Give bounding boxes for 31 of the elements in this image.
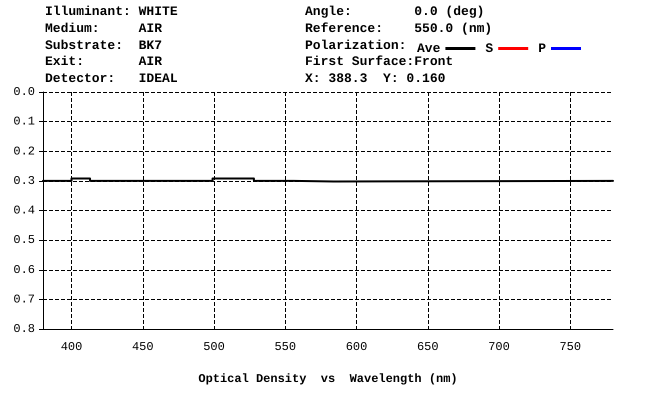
y-tick-label: 0.6 bbox=[13, 262, 35, 277]
y-tick-label: 0.1 bbox=[13, 114, 35, 129]
legend-label: P bbox=[538, 41, 546, 56]
y-tick-label: 0.4 bbox=[13, 204, 35, 218]
text: First Surface:Front bbox=[305, 54, 454, 70]
y-tick-label: 0.2 bbox=[13, 144, 35, 158]
x-tick-label: 650 bbox=[416, 340, 439, 354]
x-tick-label: 500 bbox=[203, 340, 225, 354]
text: Exit: AIR bbox=[45, 54, 162, 70]
x-tick-label: 400 bbox=[60, 340, 82, 354]
y-tick-label: 0.7 bbox=[13, 292, 35, 306]
y-tick-label: 0.3 bbox=[13, 174, 35, 188]
text: X: 388.3 Y: 0.160 bbox=[305, 71, 446, 87]
legend-label: S bbox=[485, 41, 494, 56]
x-tick-label: 450 bbox=[132, 340, 154, 354]
y-tick-label: 0.0 bbox=[13, 85, 35, 99]
y-tick-label: 0.5 bbox=[13, 233, 35, 248]
text: Reference: 550.0 (nm) bbox=[305, 21, 492, 37]
legend-title: Polarization: bbox=[305, 38, 406, 54]
legend-label: Ave bbox=[417, 41, 441, 56]
text: Medium: AIR bbox=[45, 21, 162, 37]
text: Detector: IDEAL bbox=[45, 71, 178, 87]
x-tick-label: 750 bbox=[559, 340, 582, 354]
x-tick-label: 700 bbox=[488, 340, 510, 354]
x-tick-label: 600 bbox=[346, 340, 368, 354]
x-axis-title: Optical Density vs Wavelength (nm) bbox=[198, 372, 458, 386]
text: Substrate: BK7 bbox=[45, 38, 162, 54]
x-tick-label: 550 bbox=[274, 340, 296, 354]
text: Angle: 0.0 (deg) bbox=[305, 4, 484, 20]
y-tick-label: 0.8 bbox=[13, 322, 35, 336]
text: Illuminant: WHITE bbox=[45, 4, 178, 20]
